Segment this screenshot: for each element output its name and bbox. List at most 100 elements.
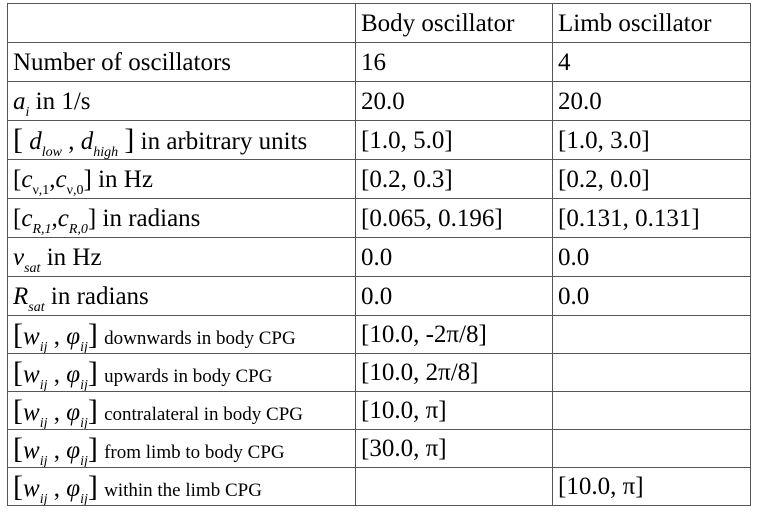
- label-text: from limb to body CPG: [104, 441, 285, 463]
- symbol-1-subscript: ij: [39, 453, 48, 468]
- label-text: in radians: [50, 282, 149, 310]
- table-row: [wij , φij] from limb to body CPG [30.0,…: [7, 429, 751, 468]
- header-row: Body oscillator Limb oscillator: [7, 3, 751, 43]
- label-text: upwards in body CPG: [104, 365, 273, 387]
- row-label: [ dlow , dhigh ] in arbitrary units: [7, 120, 356, 160]
- label-text: in Hz: [98, 165, 153, 193]
- limb-value: [552, 429, 751, 468]
- symbol-2-subscript: high: [93, 145, 119, 160]
- symbol-subscript: sat: [28, 299, 45, 315]
- label-text: in arbitrary units: [140, 128, 308, 155]
- body-value: [10.0, π]: [355, 391, 553, 430]
- table-row: [wij , φij] within the limb CPG [10.0, π…: [7, 467, 751, 506]
- symbol-2-subscript: ij: [80, 339, 88, 354]
- table-row: [cR,1,cR,0] in radians [0.065, 0.196] [0…: [7, 198, 751, 238]
- label-text: in 1/s: [35, 87, 91, 115]
- row-label: ai in 1/s: [7, 81, 356, 121]
- row-label: [wij , φij] upwards in body CPG: [7, 353, 356, 392]
- row-label: [wij , φij] contralateral in body CPG: [7, 391, 356, 430]
- symbol-subscript: i: [25, 104, 30, 120]
- row-label: Rsat in radians: [7, 276, 356, 316]
- label-text: within the limb CPG: [104, 479, 262, 501]
- table-row: νsat in Hz 0.0 0.0: [7, 237, 751, 277]
- symbol-2-subscript: ij: [80, 377, 88, 392]
- symbol-2-subscript: ij: [80, 415, 88, 430]
- body-value: [10.0, 2π/8]: [355, 353, 553, 392]
- body-value: 20.0: [355, 81, 553, 121]
- symbol-1: w: [23, 436, 40, 464]
- symbol-2: φ: [66, 322, 81, 350]
- limb-value: [1.0, 3.0]: [552, 120, 751, 160]
- symbol-1: w: [23, 398, 40, 426]
- table-row: ai in 1/s 20.0 20.0: [7, 81, 751, 121]
- limb-value: [552, 315, 751, 354]
- label-text: Number of oscillators: [13, 48, 232, 76]
- symbol: R: [13, 282, 29, 310]
- row-label: [wij , φij] from limb to body CPG: [7, 429, 356, 468]
- row-label: [wij , φij] within the limb CPG: [7, 467, 356, 506]
- row-label: [wij , φij] downwards in body CPG: [7, 315, 356, 354]
- symbol-1-subscript: ij: [39, 339, 48, 354]
- symbol-1-subscript: ij: [39, 491, 48, 506]
- table-row: Number of oscillators 16 4: [7, 42, 751, 82]
- symbol-1-subscript: low: [41, 145, 62, 160]
- table-row: [wij , φij] downwards in body CPG [10.0,…: [7, 315, 751, 354]
- body-value: 0.0: [355, 237, 553, 277]
- symbol-2: φ: [66, 436, 81, 464]
- symbol-1: d: [29, 128, 42, 155]
- limb-value: [552, 391, 751, 430]
- symbol-2: d: [80, 128, 94, 155]
- symbol-subscript: sat: [24, 260, 41, 276]
- body-value: [1.0, 5.0]: [355, 120, 553, 160]
- header-cell-limb-oscillator: Limb oscillator: [552, 3, 751, 43]
- table-row: Rsat in radians 0.0 0.0: [7, 276, 751, 316]
- body-value: [10.0, -2π/8]: [355, 315, 553, 354]
- body-value: [355, 467, 553, 506]
- symbol-2: φ: [66, 398, 81, 426]
- table-row: [ dlow , dhigh ] in arbitrary units [1.0…: [7, 120, 751, 160]
- symbol-1-subscript: ij: [39, 377, 48, 392]
- label-text: contralateral in body CPG: [104, 403, 304, 425]
- symbol-1-subscript: R,1: [32, 221, 52, 237]
- row-label: [cR,1,cR,0] in radians: [7, 198, 356, 238]
- header-cell-body-oscillator: Body oscillator: [355, 3, 553, 43]
- limb-value: [10.0, π]: [552, 467, 751, 506]
- symbol: ν: [13, 243, 25, 271]
- body-value: 0.0: [355, 276, 553, 316]
- table-row: [wij , φij] contralateral in body CPG [1…: [7, 391, 751, 430]
- label-text: in radians: [102, 204, 201, 232]
- symbol-1: w: [23, 322, 40, 350]
- symbol-2-subscript: ij: [80, 453, 88, 468]
- symbol-1: w: [23, 474, 40, 502]
- symbol-2: c: [57, 204, 69, 232]
- label-text: downwards in body CPG: [104, 327, 296, 349]
- body-value: [30.0, π]: [355, 429, 553, 468]
- header-cell-empty: [7, 3, 356, 43]
- symbol-2: φ: [66, 360, 81, 388]
- table-row: [cν,1,cν,0] in Hz [0.2, 0.3] [0.2, 0.0]: [7, 159, 751, 199]
- symbol: a: [13, 87, 26, 115]
- limb-value: 4: [552, 42, 751, 82]
- row-label: νsat in Hz: [7, 237, 356, 277]
- oscillator-parameters-table: Body oscillator Limb oscillator Number o…: [7, 3, 751, 506]
- symbol-2-subscript: R,0: [68, 221, 88, 237]
- label-text: in Hz: [46, 243, 102, 271]
- symbol-2-subscript: ν,0: [66, 182, 84, 198]
- body-value: 16: [355, 42, 553, 82]
- table-row: [wij , φij] upwards in body CPG [10.0, 2…: [7, 353, 751, 392]
- limb-value: [0.2, 0.0]: [552, 159, 751, 199]
- limb-value: 0.0: [552, 276, 751, 316]
- symbol-1: c: [21, 165, 33, 193]
- symbol-2-subscript: ij: [80, 491, 88, 506]
- limb-value: 20.0: [552, 81, 751, 121]
- limb-value: [0.131, 0.131]: [552, 198, 751, 238]
- symbol-2: c: [55, 165, 67, 193]
- symbol-1-subscript: ij: [39, 415, 48, 430]
- symbol-1: c: [21, 204, 33, 232]
- limb-value: [552, 353, 751, 392]
- symbol-1-subscript: ν,1: [32, 182, 50, 198]
- symbol-2: φ: [66, 474, 81, 502]
- row-label: [cν,1,cν,0] in Hz: [7, 159, 356, 199]
- symbol-1: w: [23, 360, 40, 388]
- body-value: [0.065, 0.196]: [355, 198, 553, 238]
